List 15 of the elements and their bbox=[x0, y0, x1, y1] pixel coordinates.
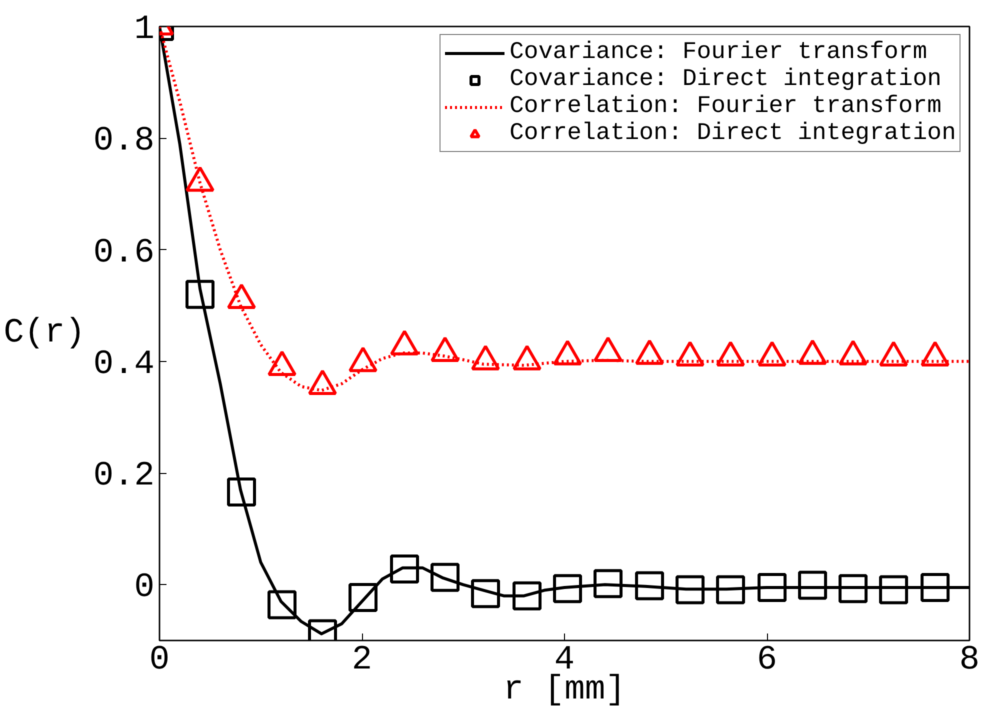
legend-label: Correlation: Direct integration bbox=[510, 120, 956, 147]
x-axis-title: r [mm] bbox=[503, 672, 626, 710]
y-tick-label: 1 bbox=[134, 11, 155, 49]
y-tick-label: 0.8 bbox=[93, 122, 155, 161]
y-tick-label: 0.2 bbox=[93, 458, 155, 496]
x-tick-label: 2 bbox=[352, 642, 372, 680]
y-tick-label: 0 bbox=[134, 569, 155, 608]
legend-label: Correlation: Fourier transform bbox=[510, 93, 942, 120]
legend-label: Covariance: Direct integration bbox=[510, 66, 942, 93]
y-tick-label: 0.4 bbox=[93, 346, 155, 384]
legend-label: Covariance: Fourier transform bbox=[510, 39, 928, 66]
y-tick-label: 0.6 bbox=[93, 234, 155, 272]
y-axis-title: C(r) bbox=[4, 314, 86, 352]
x-tick-label: 8 bbox=[959, 642, 980, 680]
x-tick-label: 6 bbox=[756, 642, 778, 680]
